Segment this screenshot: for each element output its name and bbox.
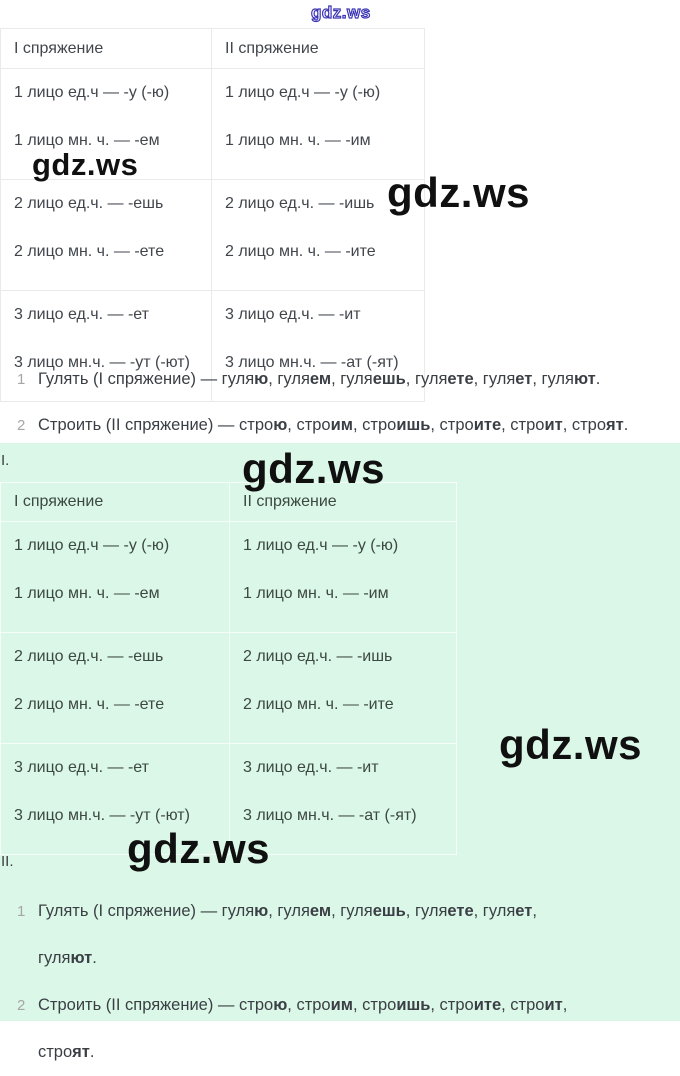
cell-line: 1 лицо ед.ч — -у (-ю) [225,84,381,101]
cell-line: 1 лицо мн. ч. — -ем [14,132,160,149]
table-cell: 1 лицо ед.ч — -у (-ю) 1 лицо мн. ч. — -и… [229,521,457,633]
list-item: 1 Гулять (I спряжение) — гуляю, гуляем, … [0,888,680,982]
watermark-outline: gdz.ws [310,2,371,22]
table-header-row: I спряжение II спряжение [0,28,425,69]
watermark: gdz.ws [387,169,531,216]
cell-line: 3 лицо ед.ч. — -ит [225,306,361,323]
cell-line: 2 лицо ед.ч. — -ешь [14,648,164,665]
list-item-number: 1 [17,371,26,388]
cell-line: 1 лицо ед.ч — -у (-ю) [14,537,170,554]
conjugation-table-green: I спряжение II спряжение 1 лицо ед.ч — -… [0,482,457,855]
cell-line: 3 лицо ед.ч. — -ет [14,306,149,323]
watermark: gdz.ws [242,445,386,492]
cell-line: 2 лицо мн. ч. — -ите [225,243,376,260]
cell-line: 3 лицо мн.ч. — -ут (-ют) [14,354,190,371]
list-item-text: Гулять (I спряжение) — гуляю, гуляем, гу… [38,370,601,388]
cell-line: 2 лицо ед.ч. — -ишь [225,195,375,212]
table-cell: 1 лицо ед.ч — -у (-ю) 1 лицо мн. ч. — -и… [211,68,425,180]
section-label-roman-one: I. [1,452,10,469]
watermark: gdz.ws [32,147,139,182]
cell-line: 2 лицо мн. ч. — -ете [14,243,165,260]
list-item-number: 2 [17,997,26,1014]
watermark: gdz.ws [499,721,643,768]
cell-line: 1 лицо мн. ч. — -ем [14,585,160,602]
column-header-conjugation-2: II спряжение [211,28,425,69]
column-header-conjugation-1: I спряжение [0,28,212,69]
cell-line: 1 лицо мн. ч. — -им [225,132,371,149]
cell-line: 3 лицо мн.ч. — -ут (-ют) [14,807,190,824]
table-cell: 1 лицо ед.ч — -у (-ю) 1 лицо мн. ч. — -е… [0,521,230,633]
table-cell: 1 лицо ед.ч — -у (-ю) 1 лицо мн. ч. — -е… [0,68,212,180]
list-item-text: Строить (II спряжение) — строю, строим, … [38,416,629,434]
cell-line: 1 лицо ед.ч — -у (-ю) [243,537,399,554]
table-cell: 2 лицо ед.ч. — -ишь 2 лицо мн. ч. — -ите [211,179,425,291]
cell-line: 3 лицо мн.ч. — -ат (-ят) [243,807,417,824]
cell-line: 2 лицо ед.ч. — -ишь [243,648,393,665]
list-item: 2 Строить (II спряжение) — строю, строим… [0,982,680,1076]
table-row: 1 лицо ед.ч — -у (-ю) 1 лицо мн. ч. — -е… [0,68,425,180]
table-cell: 2 лицо ед.ч. — -ешь 2 лицо мн. ч. — -ете [0,632,230,744]
cell-line: 3 лицо мн.ч. — -ат (-ят) [225,354,399,371]
table-header-row: I спряжение II спряжение [0,482,457,522]
table-row: 1 лицо ед.ч — -у (-ю) 1 лицо мн. ч. — -е… [0,521,457,633]
cell-line: 1 лицо ед.ч — -у (-ю) [14,84,170,101]
cell-line: 2 лицо мн. ч. — -ите [243,696,394,713]
table-cell: 3 лицо ед.ч. — -ит 3 лицо мн.ч. — -ат (-… [211,290,425,402]
list-item-number: 2 [17,417,26,434]
cell-line: 3 лицо ед.ч. — -ит [243,759,379,776]
table-row: 2 лицо ед.ч. — -ешь 2 лицо мн. ч. — -ете… [0,179,425,291]
cell-line: 3 лицо ед.ч. — -ет [14,759,149,776]
column-header-conjugation-1: I спряжение [0,482,230,522]
table-cell: 3 лицо ед.ч. — -ит 3 лицо мн.ч. — -ат (-… [229,743,457,855]
cell-line: 1 лицо мн. ч. — -им [243,585,389,602]
cell-line: 2 лицо мн. ч. — -ете [14,696,165,713]
list-item-number: 1 [17,903,26,920]
list-item: 1 Гулять (I спряжение) — гуляю, гуляем, … [0,356,680,403]
section-label-roman-two: II. [1,853,14,870]
watermark: gdz.ws [127,825,271,872]
list-item: 2 Строить (II спряжение) — строю, строим… [0,402,680,449]
table-row: 2 лицо ед.ч. — -ешь 2 лицо мн. ч. — -ете… [0,632,457,744]
list-item-text: Строить (II спряжение) — строю, строим, … [38,996,568,1061]
conjugation-table-white: I спряжение II спряжение 1 лицо ед.ч — -… [0,28,425,402]
table-row: 3 лицо ед.ч. — -ет 3 лицо мн.ч. — -ут (-… [0,743,457,855]
column-header-conjugation-2: II спряжение [229,482,457,522]
table-cell: 3 лицо ед.ч. — -ет 3 лицо мн.ч. — -ут (-… [0,290,212,402]
cell-line: 2 лицо ед.ч. — -ешь [14,195,164,212]
table-row: 3 лицо ед.ч. — -ет 3 лицо мн.ч. — -ут (-… [0,290,425,402]
table-cell: 2 лицо ед.ч. — -ишь 2 лицо мн. ч. — -ите [229,632,457,744]
list-item-text: Гулять (I спряжение) — гуляю, гуляем, гу… [38,902,537,967]
table-cell: 2 лицо ед.ч. — -ешь 2 лицо мн. ч. — -ете [0,179,212,291]
table-cell: 3 лицо ед.ч. — -ет 3 лицо мн.ч. — -ут (-… [0,743,230,855]
